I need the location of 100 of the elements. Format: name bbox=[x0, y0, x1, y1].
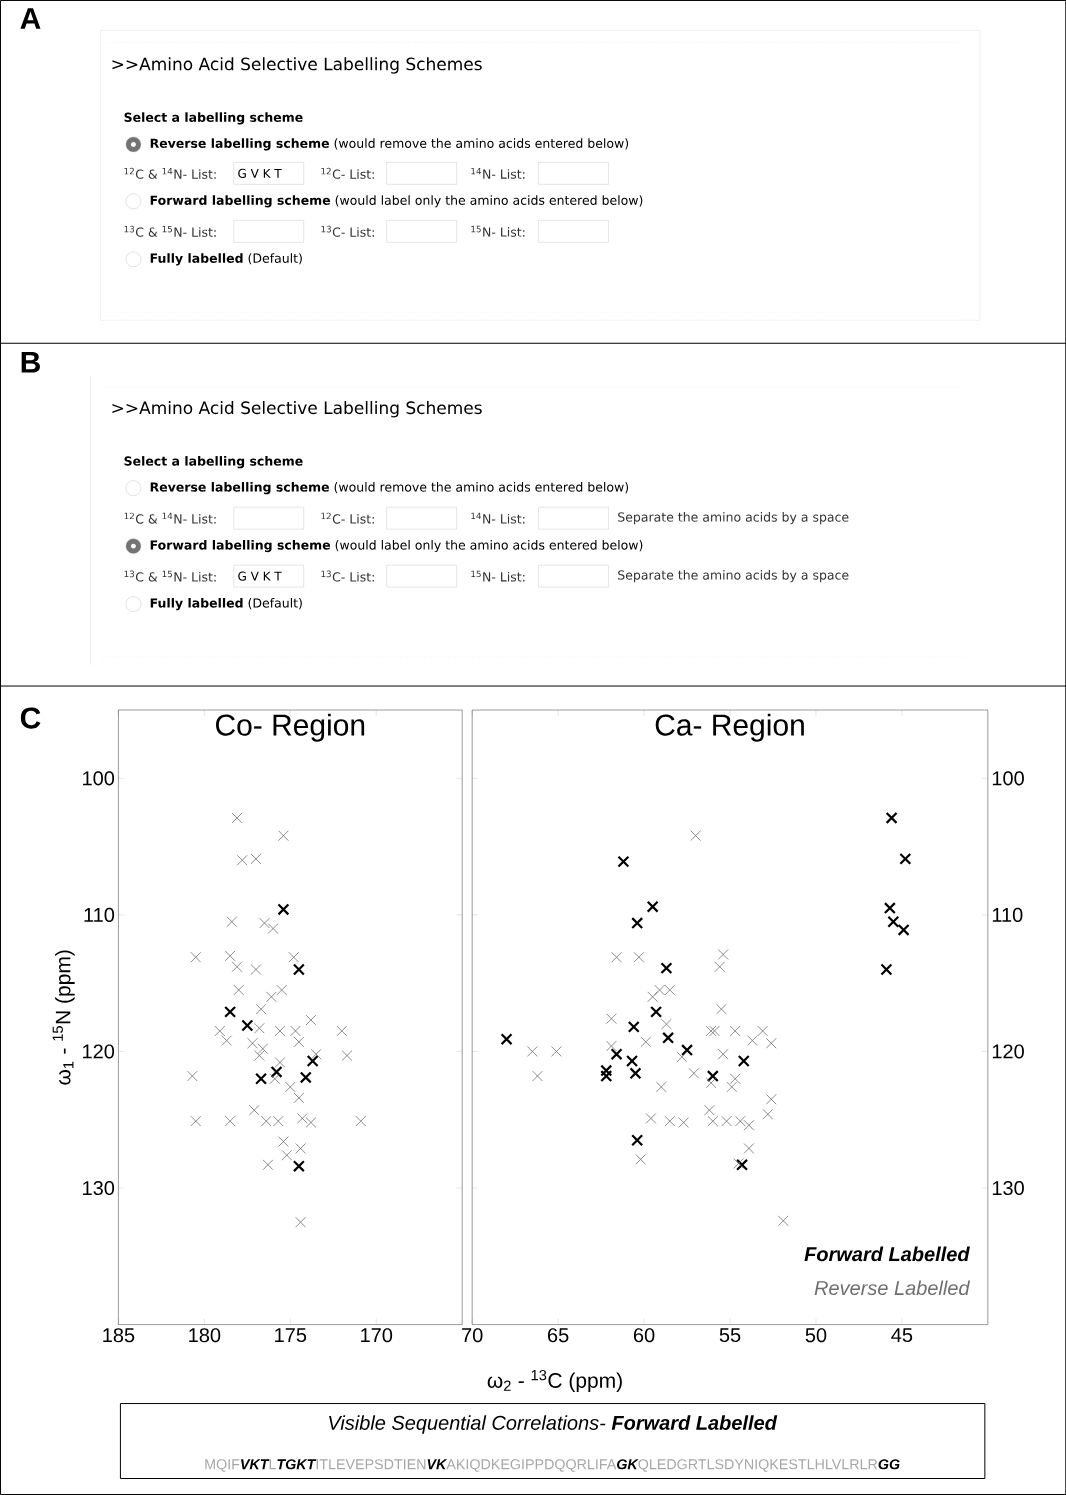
text: $^{14}$N- List: bbox=[471, 167, 525, 179]
text: Reverse Labelled bbox=[814, 1280, 970, 1296]
text: Separate the amino acids by a space bbox=[617, 512, 849, 525]
point bbox=[190, 1115, 201, 1127]
point bbox=[500, 1033, 513, 1046]
chart-title: Ca- Region bbox=[655, 713, 804, 742]
point bbox=[655, 1081, 667, 1093]
y-tick-label: 130 bbox=[82, 1180, 114, 1196]
point bbox=[611, 951, 622, 963]
y-tick-label: 130 bbox=[992, 1180, 1024, 1196]
point bbox=[231, 812, 243, 824]
point bbox=[190, 951, 201, 963]
point bbox=[887, 915, 900, 928]
x-tick-label: 65 bbox=[547, 1328, 569, 1343]
point bbox=[735, 1158, 748, 1171]
text: Forward labelling scheme (would label only the amino acids entered below) bbox=[150, 195, 643, 208]
point bbox=[250, 853, 262, 865]
point bbox=[255, 1003, 267, 1015]
point bbox=[247, 1037, 258, 1049]
point bbox=[295, 1143, 306, 1154]
x-tick-label: 45 bbox=[891, 1328, 913, 1343]
chart-title: Co- Region bbox=[215, 713, 364, 742]
point bbox=[660, 962, 673, 975]
text: Reverse labelling scheme (would remove the amino acids entered below) bbox=[150, 482, 628, 495]
point bbox=[269, 1073, 281, 1085]
text: Fully labelled (Default) bbox=[150, 253, 302, 266]
y-tick-label: 110 bbox=[992, 907, 1023, 922]
point bbox=[737, 1054, 750, 1068]
point bbox=[883, 902, 896, 915]
point bbox=[341, 1050, 353, 1061]
text: $^{14}$N- List: bbox=[471, 512, 525, 524]
text: G V K T bbox=[238, 571, 282, 581]
point bbox=[743, 1143, 755, 1154]
point bbox=[629, 1067, 642, 1080]
point bbox=[231, 961, 243, 973]
x-tick-label: 180 bbox=[189, 1328, 221, 1343]
point bbox=[214, 1025, 226, 1037]
point bbox=[250, 964, 262, 975]
point bbox=[625, 1054, 638, 1068]
point bbox=[645, 1113, 657, 1124]
point bbox=[223, 1005, 237, 1018]
point bbox=[295, 1216, 306, 1228]
point bbox=[274, 1025, 286, 1037]
point bbox=[680, 1044, 693, 1057]
point bbox=[633, 951, 645, 963]
point bbox=[293, 1092, 305, 1104]
text: Fully labelled (Default) bbox=[150, 597, 302, 611]
point bbox=[226, 916, 238, 928]
x-tick-label: 170 bbox=[360, 1328, 392, 1343]
point bbox=[299, 1071, 312, 1084]
text: C bbox=[20, 707, 41, 729]
point bbox=[310, 1048, 322, 1060]
point bbox=[646, 900, 659, 913]
text: $^{13}$C & $^{15}$N- List: bbox=[124, 570, 216, 582]
point bbox=[253, 1050, 265, 1061]
point bbox=[690, 830, 701, 842]
point bbox=[241, 1019, 254, 1032]
point bbox=[647, 991, 658, 1003]
point bbox=[715, 1003, 727, 1015]
text: A bbox=[20, 8, 41, 29]
point bbox=[660, 1018, 672, 1030]
text: $^{12}$C- List: bbox=[321, 512, 374, 524]
text: Select a labelling scheme bbox=[124, 112, 303, 125]
text: $^{12}$C & $^{14}$N- List: bbox=[124, 512, 216, 524]
x-tick-label: 175 bbox=[275, 1328, 306, 1343]
y-tick-label: 120 bbox=[992, 1044, 1024, 1059]
point bbox=[270, 1065, 283, 1078]
text: Visible Sequential Correlations- Forward Labelled bbox=[328, 1415, 778, 1434]
text: B bbox=[21, 351, 40, 373]
text: $^{13}$C- List: bbox=[321, 570, 374, 582]
point bbox=[765, 1037, 777, 1049]
point bbox=[899, 852, 912, 865]
text: Reverse labelling scheme (would remove the amino acids entered below) bbox=[150, 138, 628, 151]
point bbox=[678, 1117, 689, 1128]
point bbox=[267, 923, 279, 934]
point bbox=[635, 1154, 646, 1165]
point bbox=[288, 951, 299, 963]
point bbox=[186, 1070, 198, 1082]
point bbox=[296, 1113, 308, 1124]
point bbox=[897, 923, 910, 936]
point bbox=[293, 1036, 305, 1048]
point bbox=[265, 991, 277, 1003]
point bbox=[726, 1081, 737, 1093]
point bbox=[600, 1064, 613, 1077]
point bbox=[661, 1031, 675, 1044]
point bbox=[254, 1072, 267, 1085]
point bbox=[262, 1159, 274, 1171]
text: >>Amino Acid Selective Labelling Schemes bbox=[112, 57, 482, 74]
point bbox=[600, 1070, 613, 1083]
point bbox=[765, 1093, 777, 1105]
point bbox=[734, 1115, 746, 1127]
x-tick-label: 60 bbox=[633, 1328, 655, 1343]
point bbox=[721, 1115, 732, 1127]
x-tick-label: 55 bbox=[719, 1328, 741, 1343]
text: $^{15}$N- List: bbox=[471, 225, 525, 237]
point bbox=[762, 1108, 774, 1120]
text: Forward Labelled bbox=[804, 1246, 970, 1262]
point bbox=[274, 1057, 286, 1068]
point bbox=[532, 1070, 543, 1082]
point bbox=[757, 1025, 768, 1037]
